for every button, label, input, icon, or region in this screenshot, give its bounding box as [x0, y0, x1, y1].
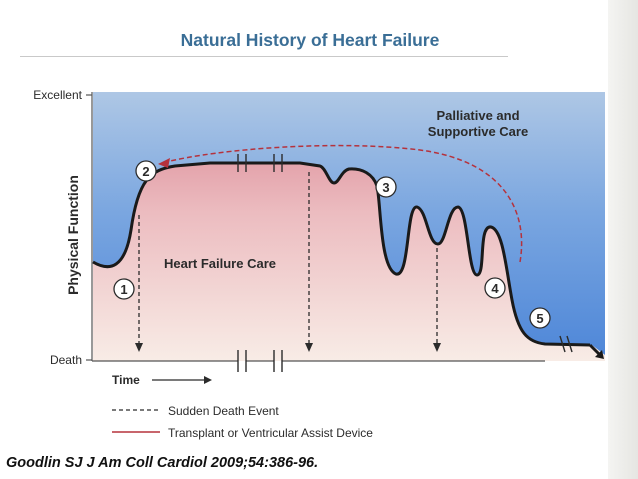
stage-5-label: 5 — [536, 311, 543, 326]
sudden-death-arrows — [138, 172, 438, 345]
palliative-arc-arrowhead — [158, 158, 170, 168]
slide-title: Natural History of Heart Failure — [180, 30, 440, 50]
citation: Goodlin SJ J Am Coll Cardiol 2009;54:386… — [6, 455, 319, 471]
stage-1-circle — [113, 278, 135, 300]
palliative-arc — [161, 144, 523, 263]
stage-2-circle — [135, 160, 157, 182]
time-arrow-head — [204, 376, 212, 384]
stage-3-circle — [375, 176, 397, 198]
curve-break-marks — [237, 154, 573, 353]
stage-1-label: 1 — [120, 282, 127, 297]
curve-end-arrowhead — [595, 350, 604, 359]
legend: Sudden Death Event Transplant or Ventric… — [112, 404, 373, 440]
title-divider — [20, 56, 508, 57]
legend-sudden-death-label: Sudden Death Event — [168, 404, 279, 418]
x-axis-label: Time — [112, 373, 140, 387]
x-axis-break-marks — [237, 350, 283, 372]
sudden-death-arrowheads — [135, 343, 441, 352]
legend-transplant-label: Transplant or Ventricular Assist Device — [168, 426, 373, 440]
stage-5-circle — [529, 307, 551, 329]
stage-markers: 1 2 3 4 5 — [113, 160, 551, 329]
palliative-label-line2: Supportive Care — [428, 124, 528, 139]
heart-failure-care-label: Heart Failure Care — [164, 256, 276, 271]
stage-4-circle — [484, 277, 506, 299]
slide-side-strip — [608, 0, 638, 479]
stage-4-label: 4 — [491, 281, 499, 296]
stage-2-label: 2 — [142, 164, 149, 179]
stage-3-label: 3 — [382, 180, 389, 195]
palliative-label-line1: Palliative and — [436, 108, 519, 123]
y-axis-top-label: Excellent — [33, 88, 82, 102]
physical-function-curve — [92, 161, 591, 347]
y-axis-label: Physical Function — [65, 175, 81, 295]
y-axis-bottom-label: Death — [50, 353, 82, 367]
